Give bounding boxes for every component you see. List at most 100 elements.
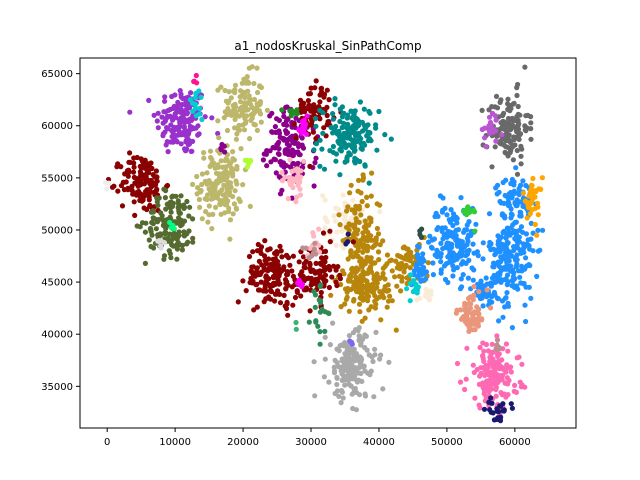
data-point xyxy=(496,364,502,370)
data-point xyxy=(367,259,373,265)
data-point xyxy=(227,236,233,242)
data-point xyxy=(213,204,219,210)
data-point xyxy=(351,346,357,352)
data-point xyxy=(407,258,413,264)
data-point xyxy=(484,294,490,300)
data-point xyxy=(481,358,487,364)
data-point xyxy=(484,281,490,287)
data-point xyxy=(333,151,339,157)
data-point xyxy=(241,89,247,95)
data-point xyxy=(523,255,529,261)
data-point xyxy=(348,182,354,188)
data-point xyxy=(515,103,521,110)
cluster-47 xyxy=(414,286,434,303)
data-point xyxy=(226,98,232,104)
cluster-45 xyxy=(343,231,351,247)
x-tick-label: 60000 xyxy=(499,437,531,448)
data-point xyxy=(153,187,160,193)
data-point xyxy=(463,376,469,382)
data-point xyxy=(349,143,355,149)
data-point xyxy=(530,248,536,254)
data-point xyxy=(369,244,376,250)
data-point xyxy=(313,155,319,161)
data-point xyxy=(428,244,434,250)
data-point xyxy=(339,228,345,234)
data-point xyxy=(192,105,199,111)
data-point xyxy=(153,226,159,232)
data-point xyxy=(197,204,203,210)
data-point xyxy=(312,292,319,298)
data-point xyxy=(354,138,360,144)
data-point xyxy=(346,227,352,233)
data-point xyxy=(380,238,386,244)
chart-title: a1_nodosKruskal_SinPathComp xyxy=(234,39,421,53)
data-point xyxy=(345,112,351,118)
data-point xyxy=(539,175,546,181)
data-point xyxy=(338,400,344,406)
data-point xyxy=(496,409,502,415)
data-point xyxy=(341,271,347,277)
data-point xyxy=(312,115,319,122)
data-point xyxy=(141,160,147,166)
data-point xyxy=(532,205,538,212)
data-point xyxy=(310,129,316,135)
data-point xyxy=(518,143,524,149)
data-point xyxy=(215,130,221,137)
data-point xyxy=(499,132,505,138)
data-point xyxy=(465,295,472,302)
data-point xyxy=(319,255,325,261)
data-point xyxy=(378,317,384,323)
data-point xyxy=(376,257,382,263)
data-point xyxy=(470,327,476,333)
data-point xyxy=(496,237,502,243)
data-point xyxy=(524,215,530,221)
data-point xyxy=(399,254,405,260)
data-point xyxy=(254,127,260,133)
data-point xyxy=(273,170,279,176)
data-point xyxy=(358,145,364,151)
data-point xyxy=(453,227,459,233)
data-point xyxy=(127,109,133,115)
data-point xyxy=(298,273,304,279)
data-point xyxy=(303,131,310,137)
cluster-36 xyxy=(295,277,306,290)
data-point xyxy=(118,164,124,170)
data-point xyxy=(349,370,355,376)
data-point xyxy=(332,357,338,363)
data-point xyxy=(478,370,484,376)
data-point xyxy=(291,176,297,182)
data-point xyxy=(312,160,318,166)
data-point xyxy=(279,135,285,141)
data-point xyxy=(279,169,285,176)
data-point xyxy=(351,122,358,128)
x-tick-label: 50000 xyxy=(431,437,463,448)
data-point xyxy=(374,225,380,232)
data-point xyxy=(154,174,160,180)
data-point xyxy=(124,168,131,174)
data-point xyxy=(312,393,318,399)
data-point xyxy=(360,364,366,370)
data-point xyxy=(251,80,257,87)
data-point xyxy=(155,232,161,238)
data-point xyxy=(331,370,338,376)
data-point xyxy=(417,255,423,261)
data-point xyxy=(337,172,343,178)
data-point xyxy=(209,156,215,162)
cluster-30 xyxy=(460,204,478,234)
data-point xyxy=(344,289,350,295)
data-point xyxy=(416,270,422,276)
data-point xyxy=(488,395,494,401)
data-point xyxy=(505,96,511,102)
data-point xyxy=(290,273,296,279)
data-point xyxy=(346,308,352,314)
data-point xyxy=(209,226,215,232)
data-point xyxy=(514,171,521,177)
data-point xyxy=(349,266,355,272)
data-point xyxy=(369,170,375,176)
data-point xyxy=(337,222,343,228)
data-point xyxy=(350,138,356,144)
data-point xyxy=(233,178,239,184)
data-point xyxy=(360,268,366,275)
data-point xyxy=(206,212,212,218)
data-point xyxy=(287,262,293,268)
